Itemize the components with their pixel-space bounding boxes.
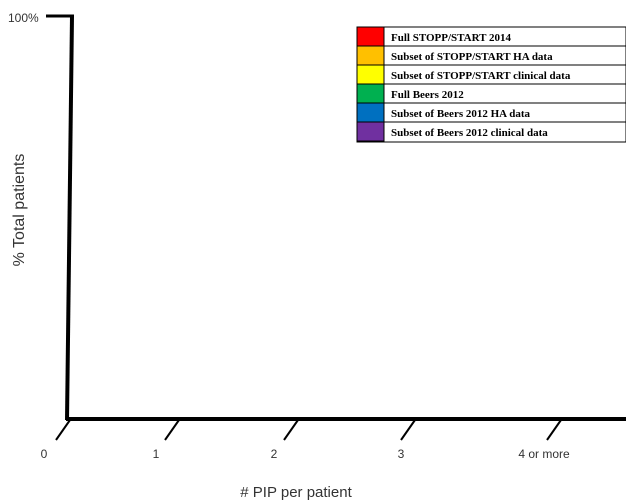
legend-label: Subset of Beers 2012 HA data (391, 108, 531, 120)
x-tick-mark (55, 419, 71, 441)
legend-label: Subset of STOPP/START HA data (391, 51, 553, 63)
x-tick-mark (400, 419, 416, 441)
x-tick-mark (283, 419, 299, 441)
x-tick-label: 3 (398, 447, 405, 461)
x-tick-label: 1 (153, 447, 160, 461)
y-axis-line (65, 15, 74, 421)
x-tick-label: 4 or more (518, 447, 570, 461)
y-tick-label: 100% (8, 11, 39, 25)
x-tick-label: 0 (41, 447, 48, 461)
legend: Full STOPP/START 2014 Subset of STOPP/STA… (356, 26, 626, 143)
legend-swatch (356, 45, 385, 66)
x-tick-label: 2 (271, 447, 278, 461)
legend-label: Subset of STOPP/START clinical data (391, 70, 571, 82)
legend-swatch (356, 121, 385, 142)
legend-swatch (356, 83, 385, 104)
x-tick-mark (546, 419, 562, 441)
legend-label: Full Beers 2012 (391, 89, 464, 101)
y-axis-title: % Total patients (11, 154, 28, 267)
x-ticks: 0 1 2 3 4 or more (41, 419, 570, 461)
legend-swatch (356, 26, 385, 47)
legend-label: Full STOPP/START 2014 (391, 32, 512, 44)
legend-label: Subset of Beers 2012 clinical data (391, 127, 548, 139)
legend-swatch (356, 64, 385, 85)
legend-swatch (356, 102, 385, 123)
x-tick-mark (164, 419, 180, 441)
x-axis-title: # PIP per patient (240, 484, 352, 501)
